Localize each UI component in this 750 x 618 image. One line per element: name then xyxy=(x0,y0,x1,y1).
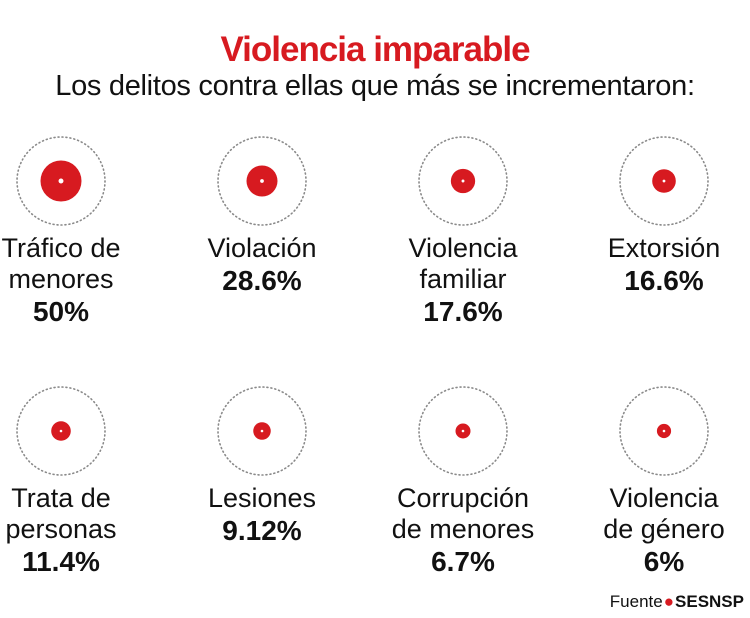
item-trafico-menores: Tráfico de menores 50% xyxy=(0,233,156,328)
item-value: 11.4% xyxy=(22,546,100,577)
reference-ring xyxy=(217,136,307,226)
item-violacion: Violación 28.6% xyxy=(167,233,357,297)
item-violencia-genero: Violencia de género 6% xyxy=(569,483,750,578)
item-corrupcion-menores: Corrupción de menores 6.7% xyxy=(368,483,558,578)
item-lesiones: Lesiones 9.12% xyxy=(167,483,357,547)
item-value: 16.6% xyxy=(624,265,704,296)
item-label: Extorsión xyxy=(607,233,721,263)
reference-ring xyxy=(16,386,106,476)
bubble-center-dot xyxy=(461,429,465,433)
bubble-center-dot xyxy=(260,179,264,183)
item-value: 28.6% xyxy=(222,265,302,296)
reference-ring xyxy=(619,136,709,226)
item-label: Corrupción de menores xyxy=(391,483,535,544)
bubble-center-dot xyxy=(59,429,63,433)
item-value: 50% xyxy=(32,296,90,327)
item-label: Violación xyxy=(207,233,317,263)
reference-ring xyxy=(217,386,307,476)
item-value: 6.7% xyxy=(431,546,495,577)
reference-ring xyxy=(16,136,106,226)
bubble-center-dot xyxy=(662,179,666,183)
item-label: Trata de personas xyxy=(5,483,117,544)
chart-title: Violencia imparable xyxy=(220,30,530,69)
item-value: 6% xyxy=(643,546,685,577)
item-label: Lesiones xyxy=(207,483,317,513)
item-value: 9.12% xyxy=(222,515,302,546)
source-prefix: Fuente xyxy=(609,592,663,611)
reference-ring xyxy=(418,386,508,476)
item-violencia-familiar: Violencia familiar 17.6% xyxy=(368,233,558,328)
bubble-center-dot xyxy=(58,178,64,184)
source-credit: Fuente●SESNSP xyxy=(610,592,744,612)
chart-subtitle: Los delitos contra ellas que más se incr… xyxy=(55,70,695,102)
bubble-center-dot xyxy=(662,429,666,433)
reference-ring xyxy=(418,136,508,226)
item-value: 17.6% xyxy=(423,296,503,327)
bubble-center-dot xyxy=(461,179,465,183)
item-label: Violencia de género xyxy=(603,483,725,544)
item-trata-personas: Trata de personas 11.4% xyxy=(0,483,156,578)
reference-ring xyxy=(619,386,709,476)
item-label: Tráfico de menores xyxy=(1,233,121,294)
item-label: Violencia familiar xyxy=(408,233,518,294)
source-dot-icon: ● xyxy=(663,592,675,611)
item-extorsion: Extorsión 16.6% xyxy=(569,233,750,297)
source-name: SESNSP xyxy=(675,592,744,611)
bubble-center-dot xyxy=(260,429,264,433)
